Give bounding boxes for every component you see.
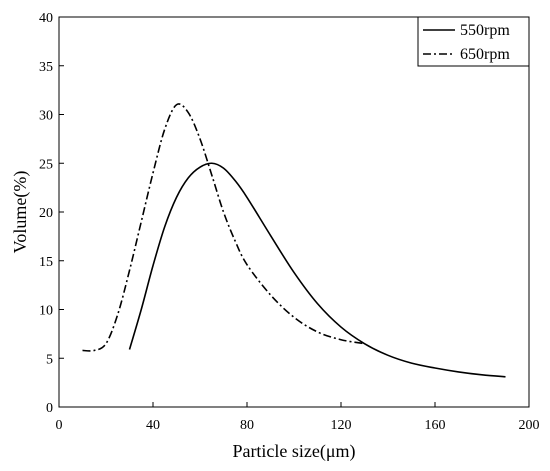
y-tick-label: 20 <box>39 206 53 221</box>
y-tick-label: 25 <box>39 157 53 172</box>
series-line-550rpm <box>128 162 506 378</box>
x-tick-label: 0 <box>56 418 63 433</box>
legend-box <box>417 16 530 67</box>
y-axis-ticks: 0 5 10 15 20 25 30 35 40 <box>39 11 64 416</box>
y-tick-label: 40 <box>39 11 53 26</box>
y-tick-label: 15 <box>39 255 53 270</box>
x-axis-ticks: 0 40 80 120 160 200 <box>56 402 540 433</box>
legend-label-550rpm: 550rpm <box>460 22 510 39</box>
x-tick-label: 40 <box>146 418 160 433</box>
x-tick-label: 120 <box>331 418 352 433</box>
y-tick-label: 5 <box>46 352 53 367</box>
x-tick-label: 200 <box>519 418 540 433</box>
x-axis-label: Particle size(μm) <box>232 441 355 462</box>
x-tick-label: 160 <box>425 418 446 433</box>
series-line-650rpm <box>82 103 365 352</box>
series-layer <box>82 103 506 378</box>
legend-label-650rpm: 650rpm <box>460 46 510 63</box>
y-axis-label: Volume(%) <box>10 171 31 254</box>
y-tick-label: 30 <box>39 109 53 124</box>
y-tick-label: 0 <box>46 401 53 416</box>
y-tick-label: 10 <box>39 304 53 319</box>
legend: 550rpm 650rpm <box>417 16 530 67</box>
y-tick-label: 35 <box>39 60 53 75</box>
x-tick-label: 80 <box>240 418 254 433</box>
